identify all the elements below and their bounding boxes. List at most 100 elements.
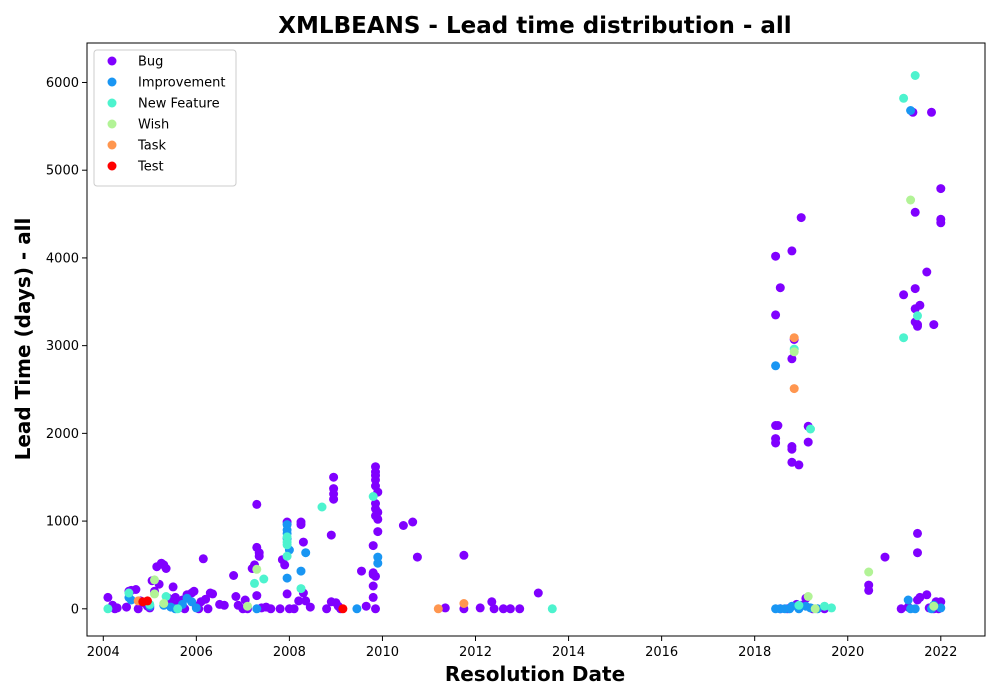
legend-marker-wish (107, 119, 117, 129)
legend-label-wish: Wish (138, 118, 169, 133)
axes-layer: 2004 2006 2008 2010 2012 2014 2016 2018 2020 2022… (46, 42, 986, 660)
point-bug-41 (231, 592, 241, 601)
point-bug-114 (771, 251, 781, 261)
legend-marker-task (107, 140, 117, 150)
point-bug-86 (368, 581, 378, 591)
legend: Bug Improvement New Feature Wish Task Test (93, 49, 237, 187)
x-tick-label: 2012 (459, 645, 492, 660)
point-bug-119 (771, 438, 781, 448)
point-bug-139 (864, 585, 874, 595)
point-task-4 (789, 333, 799, 343)
point-bug-4 (122, 602, 131, 612)
point-new-feature-20 (899, 93, 909, 103)
point-new-feature-9 (282, 540, 292, 550)
point-new-feature-12 (317, 502, 327, 512)
series-test (138, 596, 348, 614)
point-bug-23 (170, 592, 180, 602)
point-bug-35 (203, 604, 213, 614)
point-bug-120 (775, 283, 785, 293)
point-bug-33 (198, 554, 208, 564)
point-bug-87 (368, 592, 378, 602)
point-bug-22 (168, 582, 178, 592)
point-bug-112 (515, 604, 525, 614)
point-improvement-32 (903, 595, 913, 605)
point-wish-7 (810, 604, 820, 614)
point-wish-6 (803, 592, 813, 601)
point-bug-108 (487, 597, 497, 607)
point-bug-99 (373, 514, 383, 524)
x-tick-label: 2018 (738, 645, 771, 660)
points-layer (103, 71, 946, 614)
point-improvement-16 (282, 573, 292, 583)
legend-label-new-feature: New Feature (138, 97, 220, 112)
point-wish-3 (243, 601, 252, 611)
point-bug-58 (280, 560, 290, 570)
point-improvement-33 (906, 106, 916, 115)
point-wish-5 (789, 347, 799, 357)
point-bug-155 (915, 592, 925, 602)
point-bug-113 (533, 588, 543, 598)
point-wish-0 (150, 575, 159, 585)
legend-label-task: Task (137, 139, 167, 154)
point-bug-100 (373, 527, 383, 537)
point-bug-145 (910, 207, 920, 217)
point-bug-126 (787, 444, 797, 454)
y-tick-label: 3000 (46, 339, 79, 354)
point-bug-157 (922, 590, 932, 600)
point-bug-101 (398, 521, 408, 530)
y-tick-label: 6000 (46, 76, 79, 91)
point-bug-39 (219, 600, 229, 610)
point-bug-141 (896, 604, 906, 614)
y-tick-label: 4000 (46, 251, 79, 266)
point-bug-82 (368, 541, 378, 551)
point-bug-102 (408, 517, 418, 527)
point-bug-142 (899, 290, 909, 300)
legend-marker-new-feature (107, 98, 117, 108)
y-tick-label: 1000 (46, 515, 79, 530)
point-bug-88 (371, 604, 380, 614)
point-bug-76 (329, 494, 339, 504)
point-bug-164 (936, 184, 946, 194)
point-bug-124 (787, 354, 797, 364)
point-bug-111 (505, 604, 515, 614)
point-test-1 (143, 596, 152, 606)
point-bug-55 (266, 604, 276, 614)
point-bug-107 (475, 603, 485, 613)
point-bug-0 (103, 592, 113, 602)
legend-marker-improvement (107, 77, 117, 87)
chart-title: XMLBEANS - Lead time distribution - all (278, 13, 791, 39)
series-wish (150, 195, 939, 614)
point-bug-60 (282, 589, 292, 599)
point-bug-8 (133, 604, 143, 614)
point-bug-166 (936, 218, 946, 228)
point-improvement-8 (187, 597, 197, 607)
plot-frame (86, 42, 986, 637)
point-improvement-21 (373, 558, 383, 568)
point-bug-110 (498, 604, 508, 614)
point-new-feature-19 (827, 603, 836, 613)
point-bug-3 (112, 603, 122, 613)
point-new-feature-22 (910, 71, 920, 80)
point-bug-7 (131, 585, 141, 594)
point-new-feature-16 (794, 600, 804, 610)
point-bug-71 (326, 530, 336, 540)
point-improvement-27 (787, 601, 797, 611)
point-wish-10 (929, 601, 939, 611)
x-tick-label: 2020 (831, 645, 864, 660)
point-bug-68 (301, 596, 311, 606)
point-new-feature-4 (173, 604, 183, 614)
point-bug-159 (929, 320, 939, 330)
point-new-feature-23 (913, 311, 922, 321)
point-task-3 (789, 384, 799, 394)
point-test-2 (338, 604, 348, 614)
point-bug-19 (161, 564, 171, 573)
point-wish-9 (906, 195, 916, 205)
point-bug-123 (787, 246, 797, 256)
point-bug-66 (298, 537, 308, 547)
point-new-feature-21 (899, 333, 909, 343)
point-bug-63 (294, 596, 304, 606)
point-new-feature-10 (282, 551, 292, 561)
point-bug-117 (773, 421, 783, 430)
